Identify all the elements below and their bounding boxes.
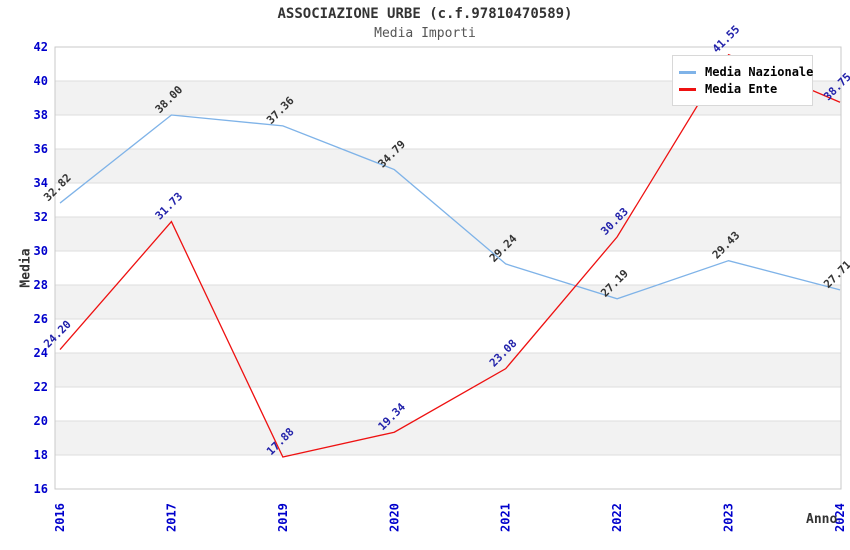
plot-band <box>55 421 841 455</box>
x-tick-label: 2023 <box>722 503 736 532</box>
chart-title: ASSOCIAZIONE URBE (c.f.97810470589) <box>277 6 573 22</box>
x-tick-label: 2017 <box>164 503 178 532</box>
y-tick-label: 36 <box>34 142 48 156</box>
y-tick-label: 22 <box>34 380 48 394</box>
legend-label: Media Ente <box>705 82 778 96</box>
y-tick-label: 24 <box>34 346 48 360</box>
legend-swatch-media-nazionale-icon <box>679 70 696 74</box>
chart-subtitle: Media Importi <box>374 26 476 41</box>
x-tick-label: 2024 <box>833 503 847 532</box>
y-tick-label: 28 <box>34 278 48 292</box>
plot-band <box>55 285 841 319</box>
plot-band <box>55 353 841 387</box>
plot-border <box>54 46 842 490</box>
y-tick-label: 38 <box>34 108 48 122</box>
y-axis-title: Media <box>18 248 34 288</box>
legend-swatch-media-ente-icon <box>679 87 696 91</box>
plot-band <box>55 217 841 251</box>
legend-item-media-nazionale: Media Nazionale <box>679 65 813 79</box>
legend-label: Media Nazionale <box>705 65 814 79</box>
y-tick-label: 34 <box>34 176 48 190</box>
x-tick-label: 2022 <box>610 503 624 532</box>
series-line-media-nazionale <box>59 114 841 300</box>
y-tick-label: 20 <box>34 414 48 428</box>
y-tick-label: 18 <box>34 448 48 462</box>
y-tick-label: 16 <box>34 482 48 496</box>
legend: Media Nazionale Media Ente <box>672 55 813 106</box>
y-tick-label: 42 <box>34 40 48 54</box>
y-tick-label: 32 <box>34 210 48 224</box>
y-tick-label: 40 <box>34 74 48 88</box>
x-tick-label: 2019 <box>276 503 290 532</box>
y-tick-label: 26 <box>34 312 48 326</box>
x-tick-label: 2016 <box>53 503 67 532</box>
legend-item-media-ente: Media Ente <box>679 82 804 96</box>
x-axis-title: Anno <box>806 512 838 527</box>
y-tick-label: 30 <box>34 244 48 258</box>
plot-band <box>55 149 841 183</box>
x-tick-label: 2020 <box>387 503 401 532</box>
x-tick-label: 2021 <box>499 503 513 532</box>
